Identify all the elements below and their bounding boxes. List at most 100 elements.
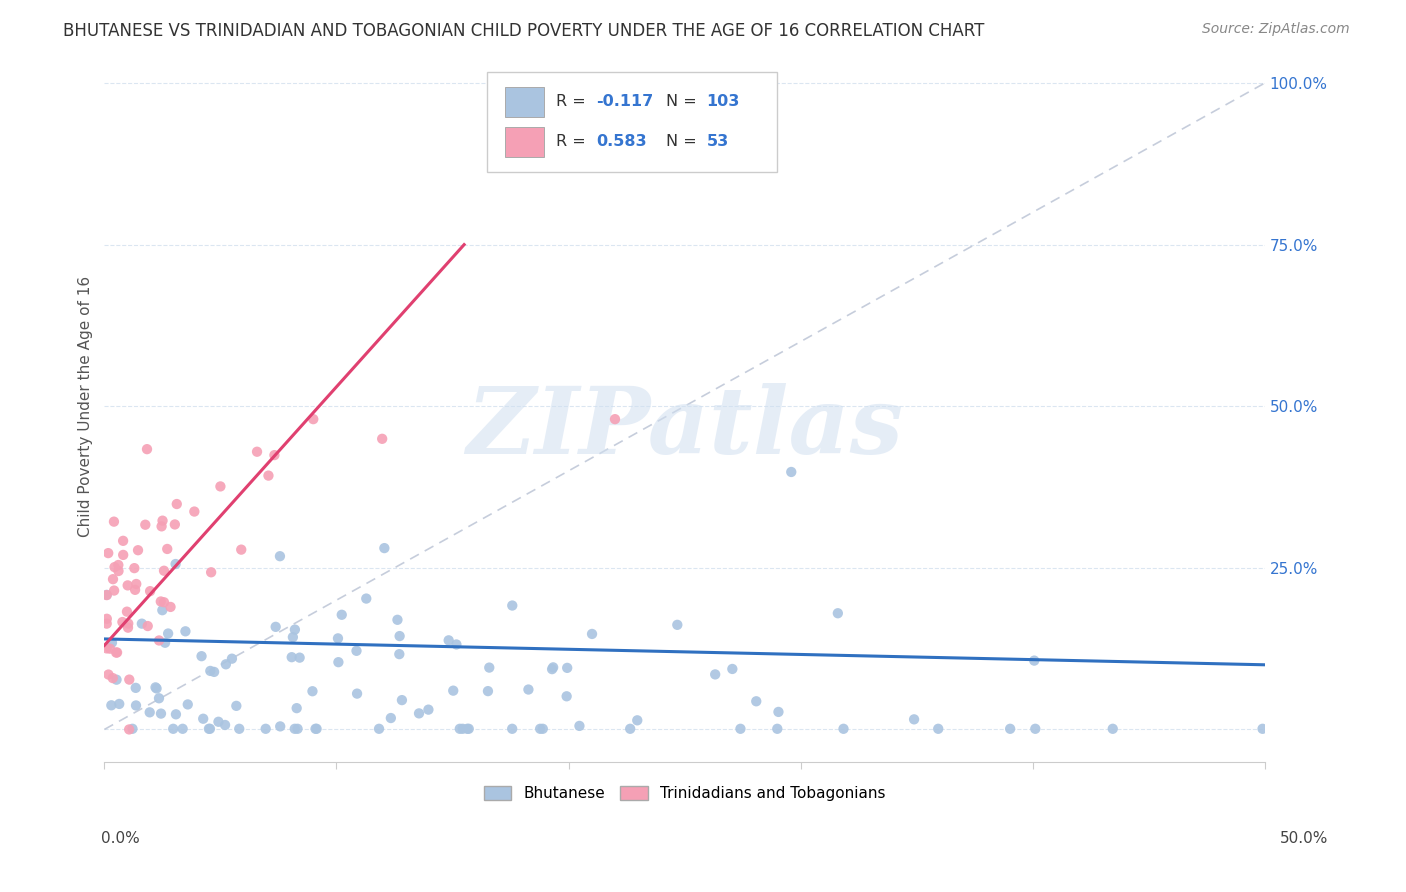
Point (101, 671, 124, 685)
Point (131, 616, 153, 631)
Point (190, 649, 212, 664)
Point (96, 588, 118, 602)
Point (330, 607, 353, 622)
Point (1024, 654, 1046, 668)
Point (285, 701, 308, 715)
Point (125, 577, 148, 591)
Point (380, 711, 402, 725)
Point (202, 665, 225, 679)
Point (105, 646, 128, 660)
Point (149, 594, 172, 608)
Point (200, 566, 222, 580)
Point (117, 578, 139, 592)
Point (437, 633, 460, 648)
Point (666, 617, 689, 632)
Point (125, 698, 148, 713)
Point (112, 533, 135, 548)
Point (162, 722, 184, 736)
Point (97, 667, 120, 681)
Text: R =: R = (555, 95, 591, 110)
Point (103, 560, 125, 574)
Point (166, 497, 188, 511)
Point (529, 722, 551, 736)
Text: 0.583: 0.583 (596, 134, 647, 149)
Point (108, 697, 131, 711)
Point (231, 542, 253, 557)
Point (112, 548, 135, 562)
Point (183, 504, 205, 518)
Point (198, 722, 221, 736)
Point (118, 673, 141, 687)
Point (125, 681, 148, 695)
Text: 53: 53 (707, 134, 728, 149)
Point (198, 722, 221, 736)
Point (903, 712, 925, 726)
Point (730, 722, 752, 736)
Point (346, 687, 368, 701)
Point (148, 691, 170, 706)
Point (157, 626, 180, 640)
Text: 0.0%: 0.0% (101, 831, 141, 846)
FancyBboxPatch shape (488, 72, 778, 171)
Point (766, 722, 789, 736)
Point (159, 599, 181, 614)
Point (704, 667, 727, 681)
Point (478, 660, 501, 674)
Point (111, 615, 134, 629)
Point (121, 722, 143, 736)
Point (153, 595, 176, 609)
Point (346, 644, 368, 658)
Point (927, 722, 949, 736)
Point (555, 661, 578, 675)
Point (139, 584, 162, 599)
Point (101, 636, 124, 650)
Point (832, 722, 855, 736)
Point (388, 647, 411, 661)
Point (441, 683, 464, 698)
Point (165, 557, 187, 571)
Point (264, 620, 287, 634)
Point (371, 432, 394, 446)
Point (780, 465, 803, 479)
Point (96, 612, 118, 626)
Text: R =: R = (555, 134, 591, 149)
Point (302, 412, 325, 426)
Point (501, 722, 523, 736)
Point (827, 606, 849, 620)
Y-axis label: Child Poverty Under the Age of 16: Child Poverty Under the Age of 16 (79, 276, 93, 537)
Legend: Bhutanese, Trinidadians and Tobagonians: Bhutanese, Trinidadians and Tobagonians (478, 780, 891, 807)
Text: -0.117: -0.117 (596, 95, 654, 110)
Point (103, 515, 125, 529)
Point (177, 698, 200, 712)
Point (388, 629, 411, 643)
Point (263, 448, 285, 462)
Point (284, 722, 307, 736)
Point (96, 616, 118, 631)
Point (150, 706, 173, 721)
Point (373, 541, 395, 555)
Point (304, 722, 326, 736)
Point (138, 706, 160, 720)
Point (136, 442, 159, 457)
Point (136, 619, 159, 633)
Point (165, 707, 187, 722)
Point (115, 605, 138, 619)
Point (134, 517, 156, 532)
Point (281, 630, 304, 644)
Point (174, 624, 197, 639)
Point (117, 621, 139, 635)
Point (768, 705, 790, 719)
Point (117, 616, 139, 631)
Point (254, 722, 277, 736)
Point (449, 722, 471, 736)
Point (221, 651, 243, 665)
Point (150, 603, 173, 617)
Point (124, 582, 146, 597)
Point (287, 722, 309, 736)
Text: 103: 103 (707, 95, 740, 110)
Point (105, 645, 128, 659)
Point (501, 599, 523, 613)
Point (145, 681, 167, 695)
Text: BHUTANESE VS TRINIDADIAN AND TOBAGONIAN CHILD POVERTY UNDER THE AGE OF 16 CORREL: BHUTANESE VS TRINIDADIAN AND TOBAGONIAN … (63, 22, 984, 40)
Point (153, 564, 176, 578)
